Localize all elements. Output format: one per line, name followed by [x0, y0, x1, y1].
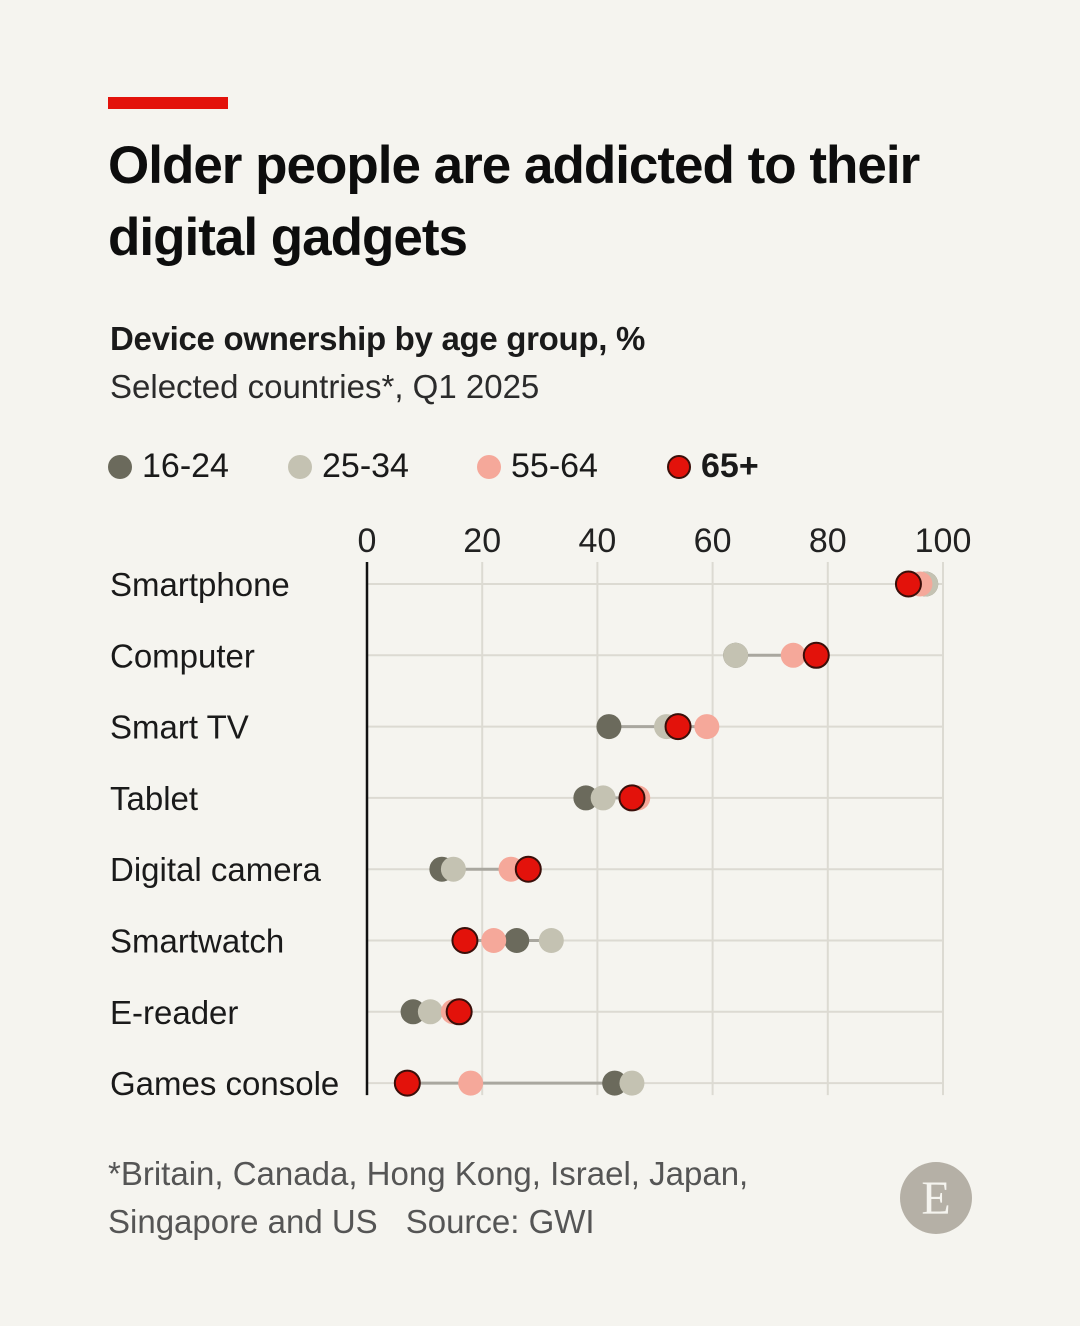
category-label-2: Smart TV: [110, 709, 249, 746]
dot-25-34-5: [538, 928, 564, 953]
dot-25-34-4: [440, 856, 466, 882]
chart-subtitle: Device ownership by age group, %: [110, 320, 646, 357]
legend-label-16-24: 16-24: [142, 447, 229, 485]
category-label-5: Smartwatch: [110, 923, 284, 960]
legend-label-55-64: 55-64: [511, 447, 598, 485]
x-tick-label-80: 80: [809, 522, 847, 560]
dot-65-plus-6: [445, 998, 473, 1026]
category-label-1: Computer: [110, 637, 255, 674]
chart-subnote: Selected countries*, Q1 2025: [110, 368, 540, 405]
dot-16-24-2: [596, 714, 622, 740]
dot-65-plus-7: [393, 1069, 421, 1097]
dot-55-64-2: [694, 714, 720, 740]
dot-16-24-5: [504, 928, 530, 953]
x-tick-label-20: 20: [463, 522, 501, 560]
dot-65-plus-0: [894, 570, 922, 598]
source-text: Source: GWI: [405, 1203, 595, 1240]
legend-dot-65-plus: [667, 455, 691, 479]
dot-55-64-5: [481, 928, 507, 953]
accent-bar: [108, 97, 228, 109]
x-tick-label-40: 40: [578, 522, 616, 560]
x-tick-label-100: 100: [915, 522, 972, 560]
category-label-6: E-reader: [110, 994, 238, 1031]
category-label-7: Games console: [110, 1065, 339, 1102]
legend-label-65-plus: 65+: [701, 447, 759, 485]
dot-25-34-1: [723, 642, 749, 668]
dot-65-plus-4: [514, 855, 542, 883]
legend-label-25-34: 25-34: [322, 447, 409, 485]
dot-25-34-6: [417, 999, 443, 1025]
dot-25-34-3: [590, 785, 616, 811]
dot-65-plus-2: [664, 713, 692, 741]
legend-dot-25-34: [288, 455, 312, 479]
economist-logo: E: [900, 1162, 972, 1234]
dot-65-plus-5: [451, 927, 479, 954]
footnote-text: *Britain, Canada, Hong Kong, Israel, Jap…: [108, 1155, 749, 1240]
footnote: *Britain, Canada, Hong Kong, Israel, Jap…: [108, 1150, 868, 1246]
legend-dot-16-24: [108, 455, 132, 479]
x-tick-label-0: 0: [358, 522, 377, 560]
dot-65-plus-1: [802, 641, 830, 669]
dot-25-34-7: [619, 1070, 645, 1096]
legend-dot-55-64: [477, 455, 501, 479]
dot-16-24-3: [573, 785, 599, 811]
dot-16-24-7: [602, 1070, 628, 1096]
dot-55-64-1: [780, 642, 806, 668]
category-label-4: Digital camera: [110, 851, 322, 888]
dot-16-24-6: [400, 999, 426, 1025]
dot-55-64-7: [458, 1070, 484, 1096]
dot-plot: 0 20 40 60 80 100 Smartphone Computer Smart TV Ta…: [110, 522, 972, 1102]
dot-65-plus-3: [618, 784, 646, 812]
chart-title: Older people are addicted to their digit…: [108, 136, 920, 267]
x-tick-label-60: 60: [694, 522, 732, 560]
category-label-3: Tablet: [110, 780, 198, 817]
category-label-0: Smartphone: [110, 566, 290, 603]
